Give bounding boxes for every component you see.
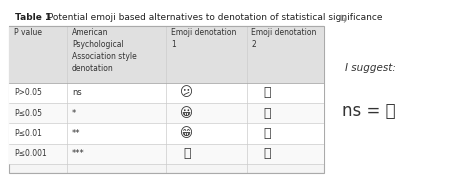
FancyBboxPatch shape xyxy=(9,82,323,103)
Text: P>0.05: P>0.05 xyxy=(14,88,41,97)
Text: Table 1: Table 1 xyxy=(15,13,51,22)
Text: Potential emoji based alternatives to denotation of statistical significance: Potential emoji based alternatives to de… xyxy=(45,13,382,22)
FancyBboxPatch shape xyxy=(9,26,323,173)
FancyBboxPatch shape xyxy=(9,144,323,164)
Text: P value: P value xyxy=(14,28,42,37)
Text: 👍: 👍 xyxy=(263,127,270,140)
Text: Emoji denotation
1: Emoji denotation 1 xyxy=(171,28,236,49)
Text: P≤0.001: P≤0.001 xyxy=(14,149,46,158)
FancyBboxPatch shape xyxy=(9,26,323,82)
Text: 😕: 😕 xyxy=(180,86,193,99)
Text: American
Psychological
Association style
denotation: American Psychological Association style… xyxy=(72,28,136,73)
Text: *: * xyxy=(72,109,76,118)
Text: ns: ns xyxy=(72,88,81,97)
Text: ns = 💩: ns = 💩 xyxy=(342,102,395,120)
Text: Emoji denotation
2: Emoji denotation 2 xyxy=(251,28,316,49)
Text: **: ** xyxy=(72,129,81,138)
Text: 👺: 👺 xyxy=(183,147,190,160)
FancyBboxPatch shape xyxy=(9,103,323,123)
Text: P≤0.01: P≤0.01 xyxy=(14,129,41,138)
Text: ***: *** xyxy=(72,149,85,158)
Text: 👎: 👎 xyxy=(263,86,270,99)
Text: P≤0.05: P≤0.05 xyxy=(14,109,42,118)
FancyBboxPatch shape xyxy=(9,123,323,144)
Text: 😀: 😀 xyxy=(180,107,193,120)
Text: I suggest:: I suggest: xyxy=(344,63,395,73)
Text: 💥: 💥 xyxy=(263,147,270,160)
Text: 😁: 😁 xyxy=(180,127,193,140)
Text: ↳: ↳ xyxy=(338,15,348,25)
Text: 👍: 👍 xyxy=(263,107,270,120)
